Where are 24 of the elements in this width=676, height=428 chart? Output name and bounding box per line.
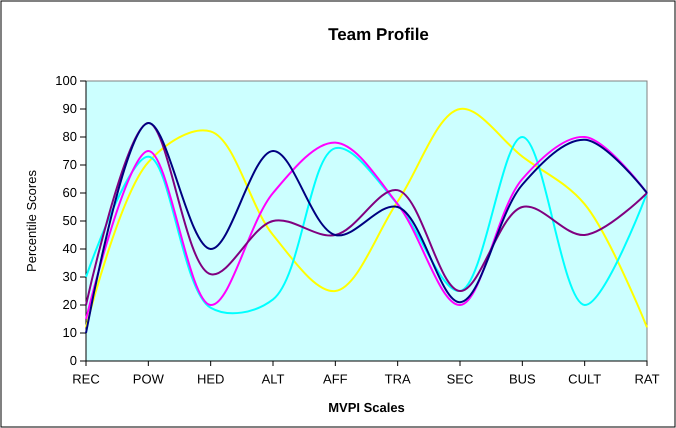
y-tick-label: 100 xyxy=(55,73,77,88)
x-tick-label: HED xyxy=(196,371,224,386)
y-tick-label: 50 xyxy=(62,213,77,228)
x-tick-label: SEC xyxy=(446,371,474,386)
x-tick-label: POW xyxy=(132,371,165,386)
chart-title: Team Profile xyxy=(328,25,429,44)
y-tick-label: 0 xyxy=(70,353,77,368)
y-tick-label: 30 xyxy=(62,269,77,284)
x-tick-label: REC xyxy=(72,371,100,386)
y-tick-label: 60 xyxy=(62,185,77,200)
y-tick-label: 40 xyxy=(62,241,77,256)
y-tick-label: 80 xyxy=(62,129,77,144)
x-axis-title: MVPI Scales xyxy=(328,400,405,415)
y-tick-label: 20 xyxy=(62,297,77,312)
y-tick-label: 90 xyxy=(62,101,77,116)
y-tick-label: 10 xyxy=(62,325,77,340)
x-tick-label: ALT xyxy=(262,371,284,386)
x-tick-label: RAT xyxy=(634,371,660,386)
x-tick-label: BUS xyxy=(508,371,536,386)
y-tick-label: 70 xyxy=(62,157,77,172)
x-tick-label: TRA xyxy=(384,371,411,386)
x-tick-label: CULT xyxy=(568,371,602,386)
x-tick-label: AFF xyxy=(323,371,348,386)
y-axis-title: Percentile Scores xyxy=(24,170,39,272)
